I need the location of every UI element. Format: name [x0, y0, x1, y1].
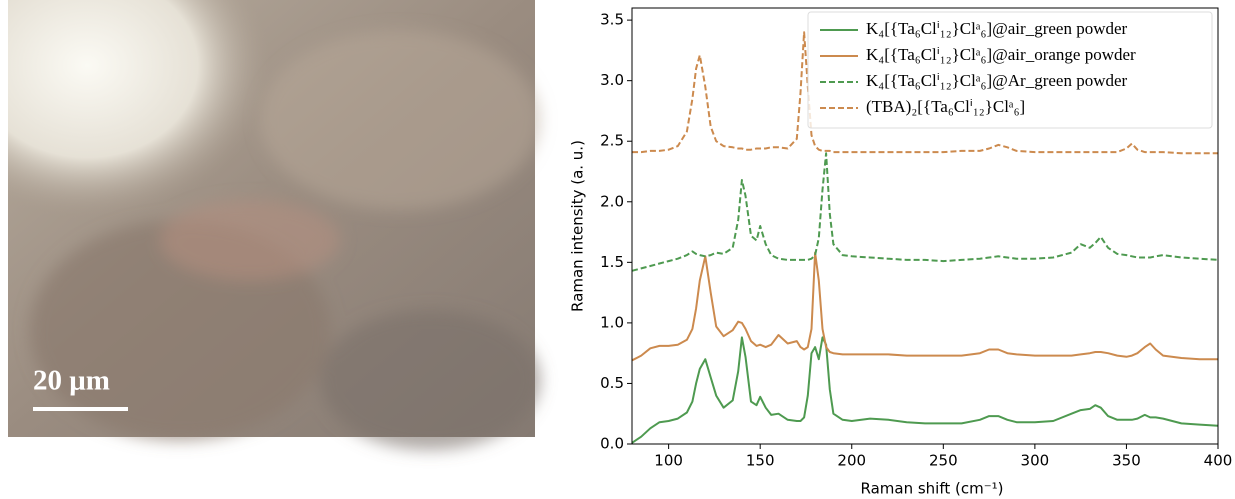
legend-label: K₄[{Ta₆Clⁱ₁₂}Clᵃ₆]@Ar_green powder [866, 71, 1128, 90]
y-tick-label: 0.5 [600, 374, 624, 392]
legend-label: K₄[{Ta₆Clⁱ₁₂}Clᵃ₆]@air_green powder [866, 19, 1128, 38]
scale-bar [33, 407, 128, 411]
micrograph: 20 μm [8, 0, 540, 450]
legend-label: K₄[{Ta₆Clⁱ₁₂}Clᵃ₆]@air_orange powder [866, 45, 1136, 64]
scale-bar-label: 20 μm [33, 365, 110, 397]
y-tick-label: 3.0 [600, 71, 624, 89]
x-tick-label: 400 [1204, 452, 1233, 470]
x-axis-label: Raman shift (cm⁻¹) [860, 480, 1003, 498]
legend-label: (TBA)₂[{Ta₆Clⁱ₁₂}Clᵃ₆] [866, 97, 1025, 116]
x-tick-label: 200 [837, 452, 866, 470]
series-line [631, 152, 1219, 272]
y-tick-label: 1.5 [600, 253, 624, 271]
x-tick-label: 300 [1021, 452, 1050, 470]
legend [807, 11, 1213, 129]
y-tick-label: 1.0 [600, 313, 624, 331]
y-tick-label: 2.0 [600, 192, 624, 210]
plot [631, 31, 1219, 444]
x-tick-label: 350 [1112, 452, 1141, 470]
x-tick-label: 250 [929, 452, 958, 470]
series-line [632, 31, 1218, 155]
axes-frame [631, 7, 1219, 445]
y-tick-label: 0.0 [600, 435, 624, 453]
y-axis-label: Raman intensity (a. u.) [569, 140, 587, 312]
y-tick-label: 3.5 [600, 11, 624, 29]
x-tick-label: 150 [746, 452, 775, 470]
x-tick-label: 100 [654, 452, 683, 470]
y-tick-label: 2.5 [600, 132, 624, 150]
series-line [631, 251, 1218, 362]
series-line [631, 336, 1219, 444]
